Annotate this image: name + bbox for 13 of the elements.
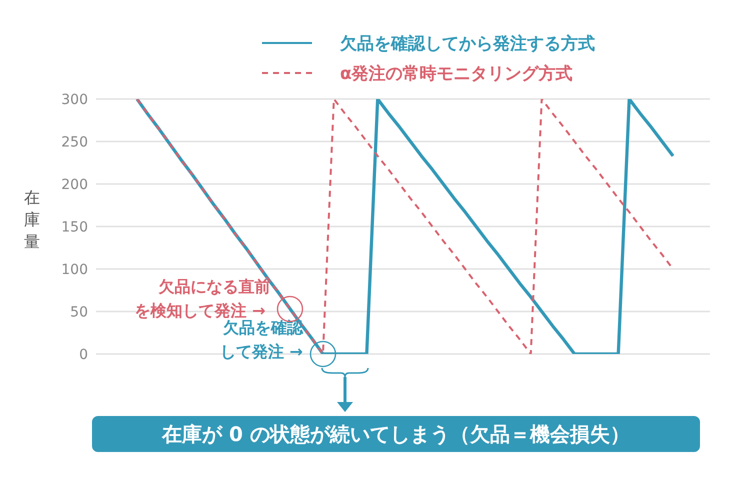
legend-label: α発注の常時モニタリング方式 [340, 62, 573, 84]
y-tick-label: 150 [61, 219, 88, 236]
legend-label: 欠品を確認してから発注する方式 [340, 32, 595, 54]
y-tick-label: 50 [70, 304, 88, 320]
annotation: 欠品を確認して発注 → [220, 318, 303, 363]
y-tick-label: 100 [61, 262, 88, 278]
text: 在庫が 0 の状態が続いてしまう（欠品＝機会損失） [92, 416, 700, 452]
y-tick-label: 0 [79, 346, 88, 363]
annotation: 欠品になる直前を検知して発注 → [134, 276, 271, 320]
y-tick-label: 200 [61, 176, 88, 193]
y-axis-title: 在庫量 [23, 186, 41, 252]
y-tick-label: 250 [61, 134, 88, 150]
y-tick-label: 300 [61, 92, 88, 108]
